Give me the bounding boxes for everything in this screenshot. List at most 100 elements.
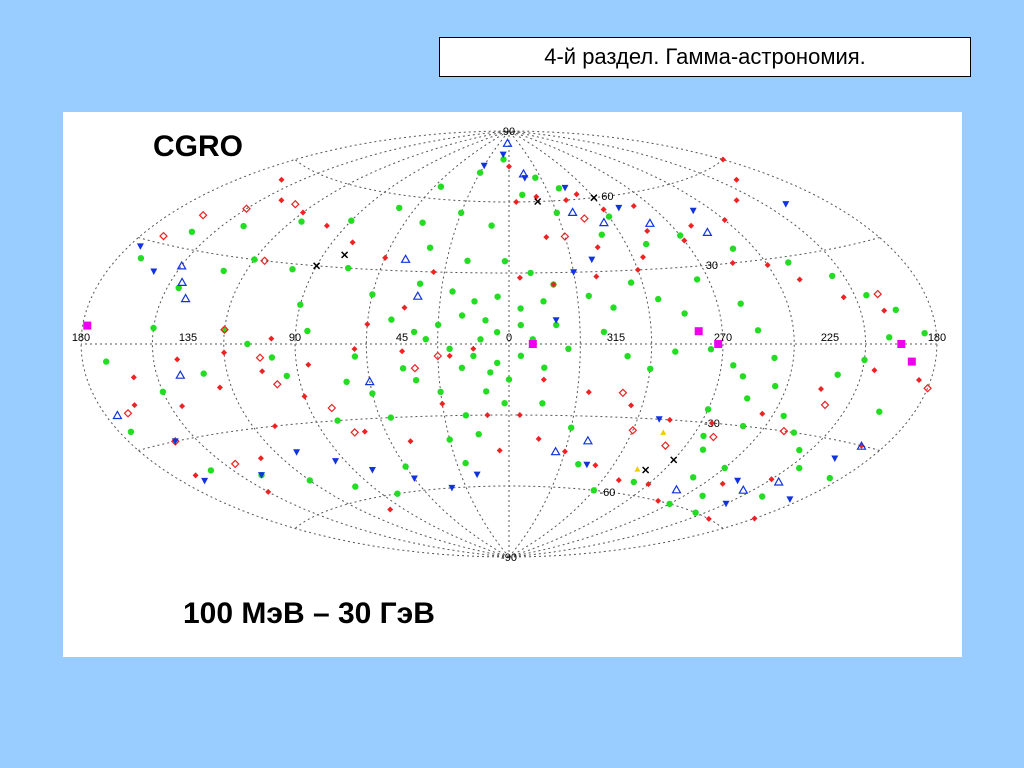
source-marker-circle [394, 490, 401, 497]
source-marker-circle [624, 353, 631, 360]
source-marker-square [714, 340, 723, 348]
source-marker-open-diamond [410, 363, 420, 373]
source-marker-circle [681, 310, 688, 317]
source-marker-open-triangle [112, 410, 123, 420]
source-marker-diamond [768, 476, 775, 483]
source-marker-circle [630, 478, 637, 486]
source-marker-circle [471, 298, 478, 305]
source-marker-cross [670, 456, 678, 464]
source-marker-circle [517, 352, 525, 359]
source-marker-circle [200, 370, 207, 377]
source-marker-diamond [840, 294, 847, 301]
source-marker-circle [772, 382, 779, 390]
source-marker-diamond [644, 228, 651, 234]
source-marker-circle [482, 317, 489, 324]
longitude-tick-label: 0 [506, 332, 512, 344]
source-marker-diamond [516, 412, 523, 418]
source-marker-diamond [399, 348, 406, 355]
source-marker-open-diamond [661, 441, 670, 450]
source-marker-diamond [470, 345, 477, 352]
source-marker-diamond [407, 438, 414, 445]
source-marker-diamond [688, 222, 695, 229]
source-marker-square [83, 321, 92, 330]
source-marker-circle [458, 209, 465, 216]
source-marker-open-triangle [567, 207, 578, 217]
source-marker-diamond [351, 346, 358, 352]
source-marker-circle [464, 257, 471, 264]
source-marker-circle [352, 483, 359, 490]
source-marker-circle [541, 364, 548, 371]
source-marker-circle [289, 266, 296, 273]
source-marker-circle [475, 431, 482, 438]
source-marker-open-diamond [709, 432, 718, 442]
source-marker-circle [834, 371, 841, 378]
source-marker-diamond [131, 402, 138, 409]
source-marker-diamond [630, 203, 637, 209]
source-marker-open-diamond [580, 214, 589, 223]
source-marker-diamond [721, 217, 728, 223]
source-marker-triangle-down [588, 256, 596, 264]
source-marker-diamond [516, 274, 523, 281]
source-marker-circle [343, 378, 350, 385]
source-marker-diamond [593, 273, 600, 280]
source-marker-open-diamond [820, 400, 830, 410]
source-marker-circle [790, 429, 798, 436]
source-marker-circle [434, 321, 442, 328]
longitude-tick-label: 135 [179, 332, 197, 344]
source-marker-diamond [561, 448, 568, 455]
source-marker-open-triangle [364, 376, 375, 386]
source-marker-circle [458, 364, 466, 371]
source-marker-triangle-down [786, 496, 794, 503]
source-marker-open-triangle [702, 227, 713, 237]
parallel-line [294, 159, 724, 203]
source-marker-diamond [729, 260, 736, 266]
source-marker-diamond [585, 389, 592, 396]
source-marker-diamond [628, 402, 635, 409]
source-marker-circle [306, 477, 313, 484]
source-marker-circle [175, 284, 182, 292]
source-marker-open-triangle [856, 440, 867, 450]
source-marker-circle [519, 191, 526, 198]
source-marker-circle [298, 218, 305, 225]
latitude-tick-label: -90 [501, 552, 517, 564]
meridian-line [508, 130, 795, 558]
source-marker-circle [399, 365, 407, 372]
source-marker-diamond [192, 472, 199, 479]
source-marker-triangle-down [480, 162, 488, 170]
source-marker-open-triangle [502, 138, 513, 147]
source-marker-open-diamond [628, 425, 638, 435]
longitude-tick-label: 225 [821, 332, 839, 344]
source-marker-circle [517, 321, 524, 329]
source-marker-open-triangle [550, 446, 561, 456]
source-marker-circle [477, 336, 484, 343]
source-marker-circle [590, 487, 598, 494]
source-marker-circle [780, 412, 787, 420]
longitude-tick-label: 180 [72, 332, 90, 344]
source-marker-diamond [535, 435, 542, 442]
source-marker-diamond [916, 377, 922, 383]
source-marker-triangle-down [258, 472, 265, 479]
source-marker-diamond [540, 376, 547, 383]
source-marker-square [907, 357, 916, 366]
source-marker-diamond [705, 515, 712, 522]
slide-title: 4-й раздел. Гамма-астрономия. [439, 37, 971, 77]
source-marker-triangle-down [722, 500, 730, 508]
source-marker-diamond [323, 222, 330, 229]
source-marker-open-triangle [582, 435, 593, 445]
source-marker-triangle-down [570, 269, 578, 276]
source-marker-diamond [759, 410, 766, 417]
source-marker-circle [426, 244, 434, 251]
source-marker-diamond [349, 239, 356, 246]
latitude-tick-label: 30 [706, 260, 718, 272]
source-marker-diamond [764, 262, 771, 268]
source-marker-triangle-down [561, 184, 569, 192]
source-marker-diamond [506, 163, 512, 170]
source-marker-circle [892, 306, 899, 313]
source-marker-circle [505, 376, 513, 383]
source-marker-circle [692, 509, 699, 516]
source-marker-circle [598, 231, 605, 238]
source-marker-triangle-down [499, 151, 507, 159]
meridian-line [508, 130, 581, 558]
